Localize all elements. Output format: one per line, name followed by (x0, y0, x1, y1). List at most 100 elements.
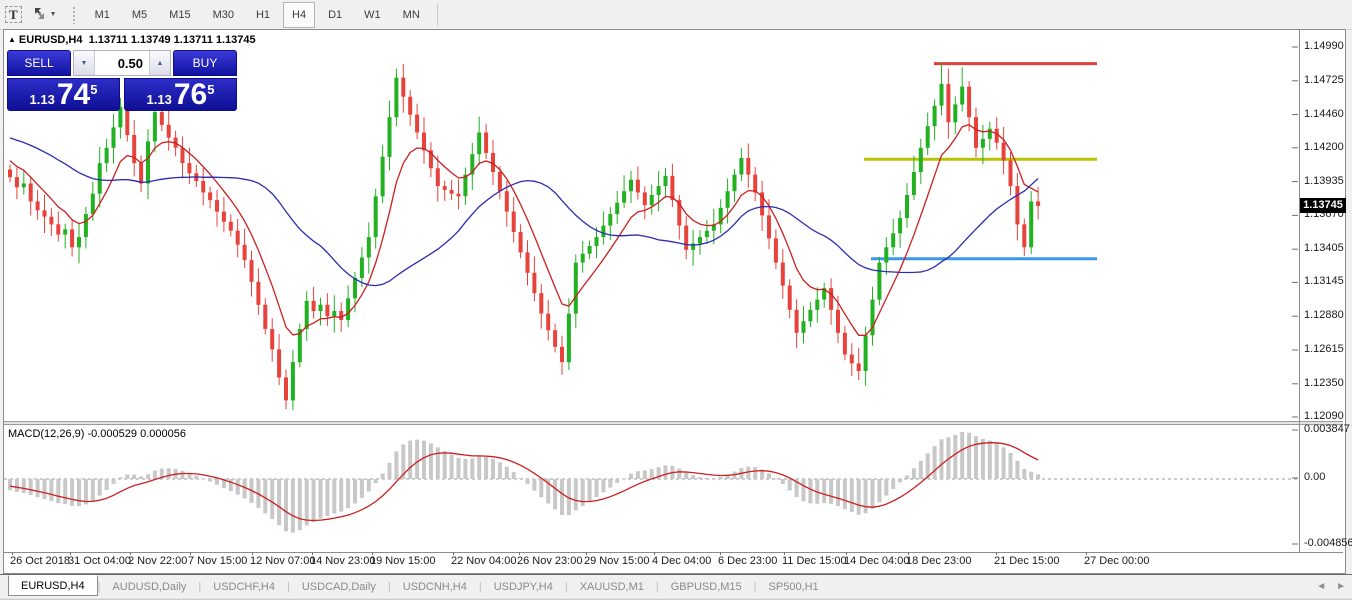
macd-tick-label: 0.003847 (1304, 423, 1350, 435)
price-tick-label: 1.13935 (1304, 174, 1344, 187)
sell-price-big: 74 (56, 78, 91, 111)
macd-pane-border (4, 552, 1343, 553)
sell-price-display[interactable]: 1.13 74 5 (7, 78, 120, 111)
chart-ohlc-title: ▲ EURUSD,H4 1.13711 1.13749 1.13711 1.137… (8, 34, 256, 46)
timeframe-button-h4[interactable]: H4 (283, 1, 316, 28)
chart-tab-sp500-h1[interactable]: SP500,H1 (768, 580, 819, 593)
timeframe-button-d1[interactable]: D1 (328, 8, 343, 21)
price-tick-label: 1.12350 (1304, 376, 1344, 389)
sell-price-prefix: 1.13 (29, 92, 55, 107)
tab-separator: | (753, 580, 757, 593)
timeframe-button-m1[interactable]: M1 (94, 8, 110, 21)
timeframe-button-m30[interactable]: M30 (212, 8, 234, 21)
arrows-tool-icon (32, 6, 47, 24)
chart-tab-usdjpy-h4[interactable]: USDJPY,H4 (493, 580, 553, 593)
price-axis-border (1299, 30, 1300, 552)
tab-separator: | (478, 580, 482, 593)
tab-scroll-right-icon[interactable]: ► (1336, 581, 1346, 592)
buy-price-sup: 5 (207, 82, 215, 97)
price-chart-canvas[interactable] (4, 30, 1298, 421)
date-tick-mark (252, 552, 253, 555)
chart-tab-bar: EURUSD,H4 | AUDUSD,Daily | USDCHF,H4 | USDCAD,… (0, 574, 1352, 598)
toolbar-grip-handle[interactable] (71, 5, 76, 24)
price-tick-label: 1.14990 (1304, 40, 1344, 52)
buy-button[interactable]: BUY (173, 50, 237, 76)
macd-tick-label: -0.004856 (1304, 537, 1352, 549)
arrows-tool-button[interactable]: ▼ (28, 3, 61, 27)
chart-tab-xauusd-m1[interactable]: XAUUSD,M1 (579, 580, 644, 593)
date-tick-label: 4 Dec 04:00 (652, 555, 712, 567)
chart-tab-usdcad-daily[interactable]: USDCAD,Daily (301, 580, 376, 593)
date-tick-mark (519, 552, 520, 555)
tab-separator: | (97, 580, 101, 593)
timeframe-button-w1[interactable]: W1 (364, 8, 381, 21)
date-tick-label: 14 Nov 23:00 (310, 555, 376, 567)
macd-indicator-canvas[interactable] (4, 425, 1298, 552)
tab-separator: | (655, 580, 659, 593)
current-price-badge: 1.13745 (1300, 197, 1346, 213)
date-tick-label: 14 Dec 04:00 (844, 555, 910, 567)
chart-tab-audusd-daily[interactable]: AUDUSD,Daily (112, 580, 187, 593)
date-tick-label: 21 Dec 15:00 (994, 555, 1060, 567)
tab-separator: | (564, 580, 568, 593)
volume-increase-button[interactable]: ▲ (150, 51, 170, 75)
timeframe-button-group: M1 M5 M15 M30 H1 H4 D1 W1 MN (84, 1, 431, 28)
toolbar-separator (436, 3, 438, 26)
top-toolbar: T ▼ M1 M5 M15 M30 H1 H4 D1 W1 MN (0, 0, 1352, 30)
timeframe-button-m5[interactable]: M5 (131, 8, 148, 21)
date-tick-label: 2 Nov 22:00 (128, 555, 188, 567)
macd-indicator-label: MACD(12,26,9) -0.000529 0.000056 (8, 428, 186, 440)
one-click-trading-panel: SELL ▼ 0.50 ▲ BUY 1.13 74 5 1.13 (7, 50, 237, 111)
text-label-tool-button[interactable]: T (1, 3, 26, 27)
volume-decrease-button[interactable]: ▼ (74, 51, 94, 75)
pane-splitter[interactable] (4, 421, 1343, 425)
volume-input[interactable]: 0.50 (94, 51, 150, 75)
date-tick-mark (784, 552, 785, 555)
buy-price-display[interactable]: 1.13 76 5 (124, 78, 237, 111)
timeframe-button-h1[interactable]: H1 (255, 8, 271, 21)
date-tick-mark (720, 552, 721, 555)
tab-scroll-arrows: ◄ ► (1316, 581, 1346, 592)
chart-tab-usdcnh-h4[interactable]: USDCNH,H4 (402, 580, 467, 593)
price-tick-label: 1.14200 (1304, 140, 1344, 153)
date-tick-label: 31 Oct 04:00 (68, 555, 131, 567)
chart-symbol-label: EURUSD,H4 (18, 34, 83, 46)
date-axis[interactable]: 26 Oct 2018 31 Oct 04:00 2 Nov 22:00 7 Nov … (4, 552, 1343, 571)
date-tick-label: 7 Nov 15:00 (188, 555, 248, 567)
chevron-down-icon: ▼ (49, 11, 57, 18)
date-tick-label: 12 Nov 07:00 (250, 555, 316, 567)
triangle-up-icon: ▲ (8, 35, 16, 44)
text-tool-icon: T (5, 6, 22, 23)
date-tick-mark (908, 552, 909, 555)
date-tick-mark (846, 552, 847, 555)
chart-tab-gbpusd-m15[interactable]: GBPUSD,M15 (670, 580, 742, 593)
date-tick-mark (12, 552, 13, 555)
sell-button[interactable]: SELL (7, 50, 71, 76)
price-tick-label: 1.12880 (1304, 309, 1344, 322)
timeframe-button-mn[interactable]: MN (402, 8, 420, 21)
chart-tab-eurusd-h4[interactable]: EURUSD,H4 (8, 575, 98, 596)
timeframe-button-m15[interactable]: M15 (169, 8, 191, 21)
price-tick-label: 1.14725 (1304, 73, 1344, 86)
date-tick-mark (130, 552, 131, 555)
date-tick-mark (372, 552, 373, 555)
date-tick-label: 26 Nov 23:00 (517, 555, 583, 567)
price-tick-label: 1.12090 (1304, 410, 1344, 422)
date-tick-label: 26 Oct 2018 (10, 555, 70, 567)
window-bottom-edge (0, 597, 1352, 600)
macd-tick-label: 0.00 (1304, 471, 1326, 483)
date-tick-label: 27 Dec 00:00 (1084, 555, 1150, 567)
date-tick-label: 18 Dec 23:00 (906, 555, 972, 567)
date-tick-mark (70, 552, 71, 555)
buy-price-big: 76 (173, 78, 208, 111)
date-tick-label: 22 Nov 04:00 (451, 555, 517, 567)
sell-price-sup: 5 (90, 82, 98, 97)
chart-tab-usdchf-h4[interactable]: USDCHF,H4 (213, 580, 275, 593)
date-tick-label: 29 Nov 15:00 (584, 555, 650, 567)
tab-scroll-left-icon[interactable]: ◄ (1316, 581, 1327, 592)
date-tick-label: 6 Dec 23:00 (718, 555, 778, 567)
chart-ohlc-values: 1.13711 1.13749 1.13711 1.13745 (88, 34, 256, 46)
tab-separator: | (198, 580, 202, 593)
date-tick-label: 19 Nov 15:00 (370, 555, 436, 567)
